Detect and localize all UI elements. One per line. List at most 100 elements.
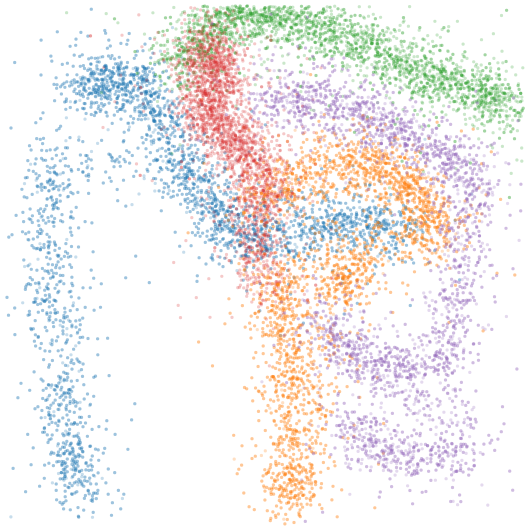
scatter-point bbox=[50, 343, 53, 346]
scatter-point bbox=[391, 239, 394, 242]
scatter-point bbox=[358, 206, 361, 209]
scatter-point bbox=[34, 172, 37, 175]
scatter-point bbox=[72, 65, 75, 68]
scatter-point bbox=[332, 233, 335, 236]
scatter-point bbox=[100, 73, 103, 76]
scatter-point bbox=[188, 162, 191, 165]
scatter-point bbox=[373, 264, 376, 267]
scatter-point bbox=[127, 122, 130, 125]
scatter-point bbox=[41, 397, 44, 400]
scatter-point bbox=[192, 208, 195, 211]
scatter-point bbox=[87, 175, 90, 178]
scatter-point bbox=[34, 333, 37, 336]
scatter-point bbox=[191, 231, 194, 234]
scatter-point bbox=[13, 306, 16, 309]
scatter-point bbox=[195, 280, 198, 283]
scatter-point bbox=[39, 138, 42, 141]
scatter-point bbox=[133, 402, 136, 405]
scatter-point bbox=[294, 230, 297, 233]
scatter-point bbox=[204, 262, 207, 265]
scatter-point bbox=[26, 264, 29, 267]
scatter-point bbox=[37, 219, 40, 222]
scatter-point bbox=[70, 245, 73, 248]
scatter-point bbox=[117, 489, 120, 492]
scatter-point bbox=[211, 207, 214, 210]
scatter-point bbox=[233, 246, 236, 249]
scatter-point bbox=[149, 56, 152, 59]
scatter-point bbox=[114, 82, 117, 85]
scatter-point bbox=[288, 236, 291, 239]
scatter-point bbox=[65, 238, 68, 241]
scatter-point bbox=[68, 84, 71, 87]
scatter-point bbox=[207, 178, 210, 181]
scatter-point bbox=[144, 71, 147, 74]
scatter-point bbox=[36, 405, 39, 408]
scatter-point bbox=[359, 231, 362, 234]
scatter-point bbox=[122, 493, 125, 496]
scatter-point bbox=[52, 83, 55, 86]
scatter-point bbox=[36, 184, 39, 187]
scatter-point bbox=[61, 446, 64, 449]
scatter-point bbox=[128, 32, 131, 35]
scatter-point bbox=[190, 144, 193, 147]
scatter-point bbox=[65, 80, 68, 83]
scatter-point bbox=[66, 315, 69, 318]
scatter-point bbox=[30, 328, 33, 331]
scatter-point bbox=[305, 217, 308, 220]
scatter-point bbox=[28, 310, 31, 313]
scatter-point bbox=[53, 287, 56, 290]
scatter-point bbox=[128, 162, 131, 165]
scatter-point bbox=[141, 49, 144, 52]
scatter-point bbox=[110, 514, 113, 517]
scatter-point bbox=[64, 157, 67, 160]
scatter-point bbox=[151, 81, 154, 84]
scatter-point bbox=[91, 454, 94, 457]
scatter-point bbox=[70, 276, 73, 279]
scatter-point bbox=[13, 61, 16, 64]
scatter-point bbox=[92, 376, 95, 379]
scatter-point bbox=[316, 228, 319, 231]
scatter-point bbox=[136, 89, 139, 92]
scatter-point bbox=[69, 226, 72, 229]
scatter-point bbox=[107, 128, 110, 131]
scatter-point bbox=[48, 350, 51, 353]
scatter-point bbox=[57, 382, 60, 385]
scatter-point bbox=[115, 90, 118, 93]
scatter-point bbox=[73, 411, 76, 414]
scatter-point bbox=[141, 114, 144, 117]
scatter-point bbox=[113, 159, 116, 162]
scatter-point bbox=[72, 362, 75, 365]
scatter-point bbox=[109, 57, 112, 60]
scatter-point bbox=[96, 142, 99, 145]
scatter-point bbox=[53, 242, 56, 245]
scatter-point bbox=[168, 189, 171, 192]
scatter-point bbox=[38, 174, 41, 177]
scatter-point bbox=[388, 251, 391, 254]
scatter-point bbox=[144, 147, 147, 150]
scatter-point bbox=[106, 337, 109, 340]
scatter-point bbox=[86, 166, 89, 169]
scatter-point bbox=[79, 421, 82, 424]
scatter-point bbox=[211, 164, 214, 167]
scatter-point bbox=[44, 294, 47, 297]
scatter-point bbox=[64, 490, 67, 493]
scatter-point bbox=[88, 415, 91, 418]
scatter-point bbox=[43, 300, 46, 303]
scatter-point bbox=[165, 182, 168, 185]
scatter-point bbox=[73, 462, 76, 465]
scatter-point bbox=[70, 368, 73, 371]
scatter-point bbox=[48, 171, 51, 174]
scatter-point bbox=[100, 139, 103, 142]
scatter-point bbox=[79, 323, 82, 326]
scatter-point bbox=[196, 191, 199, 194]
scatter-point bbox=[87, 192, 90, 195]
scatter-point bbox=[69, 191, 72, 194]
scatter-point bbox=[53, 249, 56, 252]
scatter-point bbox=[137, 192, 140, 195]
scatter-point bbox=[60, 471, 63, 474]
scatter-point bbox=[107, 493, 110, 496]
scatter-point bbox=[204, 206, 207, 209]
scatter-point bbox=[103, 447, 106, 450]
scatter-point bbox=[88, 477, 91, 480]
scatter-point bbox=[75, 357, 78, 360]
